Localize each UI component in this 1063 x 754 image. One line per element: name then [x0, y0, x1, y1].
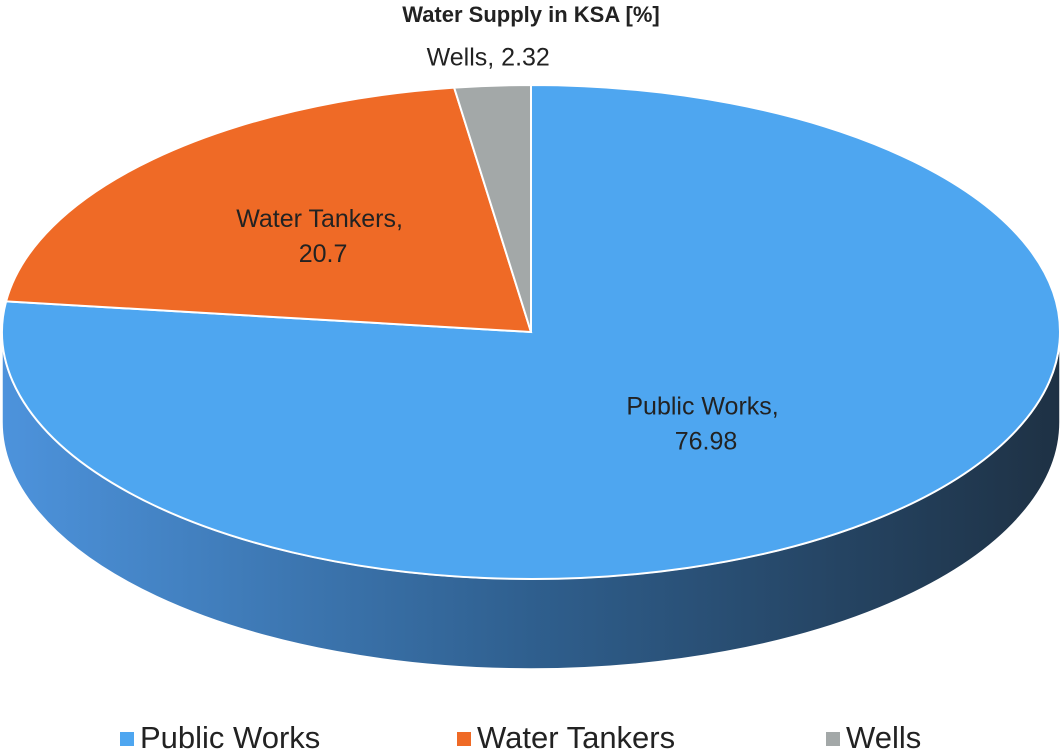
data-label-line: Water Tankers, [236, 205, 410, 233]
data-label-line: 20.7 [299, 240, 348, 268]
legend-swatch [457, 732, 471, 746]
data-label-line: 76.98 [675, 427, 738, 455]
legend-label: Public Works [140, 720, 320, 754]
slice [452, 83, 532, 333]
legend-label: Wells [846, 720, 921, 754]
slice [4, 86, 533, 334]
legend-swatch [120, 732, 134, 746]
legend-label: Water Tankers [477, 720, 675, 754]
chart-title: Water Supply in KSA [%] [402, 2, 660, 27]
data-label: Public Works, 76.98 [626, 392, 785, 455]
legend-swatch [826, 732, 840, 746]
data-label: Wells, 2.32 [427, 43, 550, 71]
data-label: Water Tankers, 20.7 [236, 205, 410, 268]
data-label-line: Wells, 2.32 [427, 43, 550, 71]
data-label-line: Public Works, [626, 392, 785, 420]
